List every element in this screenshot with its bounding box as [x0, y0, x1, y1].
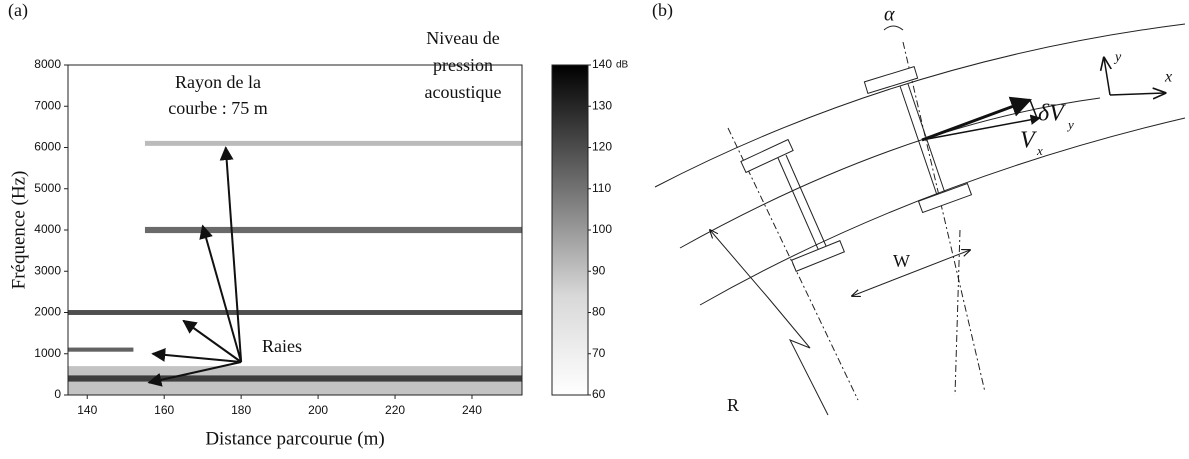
y-tick-label: 7000 — [34, 98, 61, 112]
vector — [921, 96, 1032, 142]
x-tick-label: 220 — [385, 403, 405, 417]
x-tick-label: 140 — [77, 403, 97, 417]
annotation: Raies — [262, 336, 302, 356]
x-tick-label: 240 — [462, 403, 482, 417]
y-tick-label: 0 — [54, 387, 61, 401]
colorbar — [551, 64, 589, 396]
label: W — [893, 251, 910, 271]
colorbar-tick-label: 100 — [592, 222, 612, 236]
label: δV — [1038, 101, 1066, 127]
panel-a: (a) Fréquence (Hz) Distance parcourue (m… — [8, 0, 629, 449]
spectral-band — [68, 375, 522, 382]
dimension-arrow — [852, 250, 970, 296]
annotation: Niveau de — [426, 28, 499, 48]
annotation: courbe : 75 m — [168, 98, 267, 118]
colorbar-tick-label: 140 — [592, 57, 612, 71]
colorbar-tick-label: 60 — [592, 387, 606, 401]
axle — [785, 154, 831, 256]
panel-b: (b) α δV y V x W R x y — [652, 0, 1186, 416]
annotation: acoustique — [425, 82, 502, 102]
annotation-arrow — [182, 319, 242, 363]
annotation-arrow — [151, 347, 242, 363]
axle — [899, 85, 939, 199]
y-axis-label: Fréquence (Hz) — [8, 171, 29, 290]
wheel — [863, 66, 919, 94]
vector — [1029, 99, 1038, 119]
axis-arrow — [1104, 58, 1110, 96]
panel-title: (a) — [8, 0, 28, 21]
colorbar-tick-label: 70 — [592, 346, 606, 360]
x-tick-label: 160 — [154, 403, 174, 417]
axis-arrow — [1109, 93, 1165, 95]
label: y — [1066, 117, 1074, 132]
axle — [907, 83, 947, 197]
axis-line — [954, 229, 961, 396]
axis-line — [902, 41, 986, 393]
spectral-band — [68, 347, 134, 352]
y-tick-label: 8000 — [34, 57, 61, 71]
wheel — [917, 182, 973, 214]
annotation: Rayon de la — [175, 72, 261, 92]
y-tick-label: 5000 — [34, 181, 61, 195]
spectral-band — [68, 310, 522, 315]
x-axis-label: Distance parcourue (m) — [205, 428, 384, 449]
y-tick-label: 4000 — [34, 222, 61, 236]
spectral-band — [144, 140, 522, 146]
annotation-arrow — [199, 224, 243, 363]
colorbar-tick-label: 110 — [592, 181, 611, 195]
axle — [777, 157, 823, 259]
label: y — [1113, 50, 1122, 65]
vector — [921, 114, 1042, 141]
label: R — [727, 395, 739, 415]
colorbar-tick-label: 80 — [592, 305, 606, 319]
rail — [699, 117, 1186, 306]
wheel — [790, 240, 846, 272]
label: x — [1036, 143, 1043, 158]
label: V — [1020, 128, 1037, 154]
y-tick-label: 1000 — [34, 346, 61, 360]
annotation-arrow — [147, 361, 242, 387]
annotation-arrow — [219, 146, 243, 363]
y-tick-label: 3000 — [34, 263, 61, 277]
x-tick-label: 180 — [231, 403, 251, 417]
spectral-band — [144, 226, 522, 234]
label: x — [1164, 69, 1172, 86]
label: α — [884, 4, 895, 26]
rail — [654, 23, 1186, 188]
panel-title: (b) — [652, 0, 673, 21]
y-tick-label: 2000 — [34, 305, 61, 319]
radius-arrow — [710, 230, 829, 416]
colorbar-tick-label: 90 — [592, 263, 606, 277]
y-tick-label: 6000 — [34, 140, 61, 154]
track-center — [679, 97, 1101, 249]
colorbar-tick-label: 120 — [592, 140, 612, 154]
colorbar-unit: dB — [616, 60, 629, 71]
x-tick-label: 200 — [308, 403, 328, 417]
colorbar-tick-label: 130 — [592, 98, 612, 112]
wheel — [740, 138, 794, 174]
angle-arc — [883, 25, 904, 31]
